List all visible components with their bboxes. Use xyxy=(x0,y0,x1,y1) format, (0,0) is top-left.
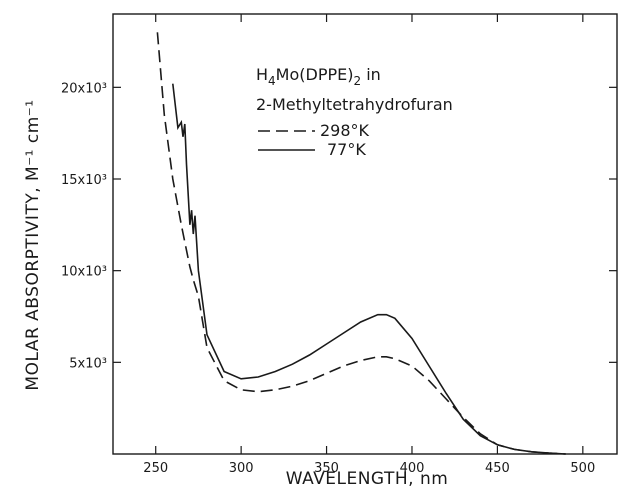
y-tick-label: 15x10³ xyxy=(61,173,107,188)
legend-label-77k: 77°K xyxy=(327,140,366,159)
x-axis-ticks: 250 300 350 400 450 500 xyxy=(143,14,595,476)
x-tick-label: 300 xyxy=(229,461,254,476)
series-group xyxy=(156,32,566,455)
y-axis-title: MOLAR ABSORPTIVITY, M⁻¹ cm⁻¹ xyxy=(23,99,43,390)
x-tick-label: 400 xyxy=(400,461,425,476)
series-line-77k xyxy=(172,83,566,455)
legend-label-298k: 298°K xyxy=(320,121,370,140)
x-axis-title: WAVELENGTH, nm xyxy=(286,469,449,489)
y-tick-label: 10x10³ xyxy=(61,265,107,280)
x-tick-label: 450 xyxy=(485,461,510,476)
y-tick-label: 5x10³ xyxy=(69,356,107,371)
plot-frame xyxy=(112,13,618,455)
x-tick-label: 500 xyxy=(570,461,595,476)
legend: H4Mo(DPPE)2 in 2-Methyltetrahydrofuran 2… xyxy=(256,65,453,159)
x-tick-label: 350 xyxy=(314,461,339,476)
series-line-298k xyxy=(156,32,566,455)
plot-border xyxy=(112,13,618,455)
legend-compound: H4Mo(DPPE)2 in xyxy=(256,65,381,88)
y-axis-ticks: 5x10³ 10x10³ 15x10³ 20x10³ xyxy=(61,81,617,371)
y-tick-label: 20x10³ xyxy=(61,81,107,96)
legend-solvent: 2-Methyltetrahydrofuran xyxy=(256,95,453,114)
x-tick-label: 250 xyxy=(143,461,168,476)
